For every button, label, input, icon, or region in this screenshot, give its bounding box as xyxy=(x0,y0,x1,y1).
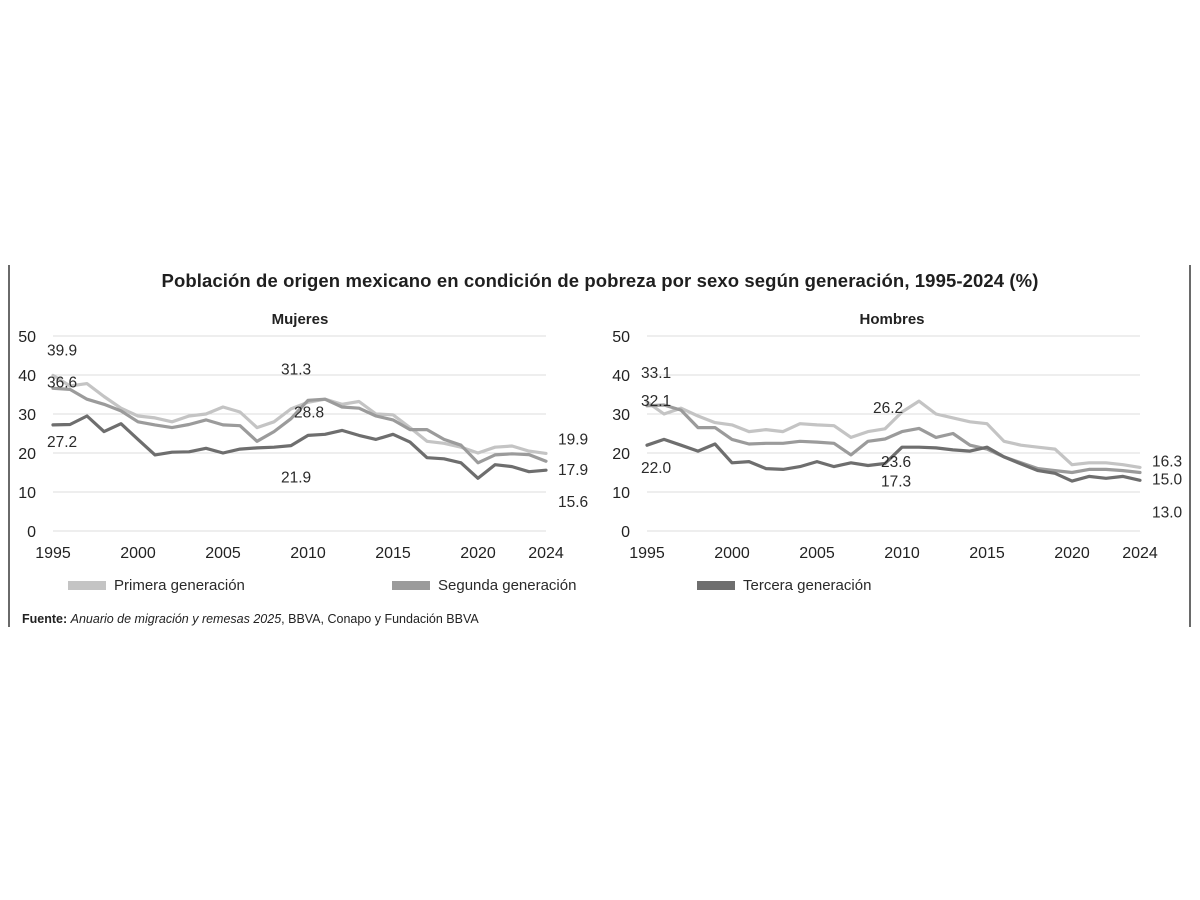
mujeres-data-label: 19.9 xyxy=(558,431,588,448)
hombres-data-label: 23.6 xyxy=(881,454,911,471)
mujeres-y-tick-label: 40 xyxy=(18,368,36,385)
mujeres-series-line-2 xyxy=(51,386,548,465)
mujeres-series-line-3 xyxy=(51,414,548,480)
hombres-data-label: 32.1 xyxy=(641,393,671,410)
legend-label-primera: Primera generación xyxy=(114,577,245,594)
hombres-y-tick-label: 40 xyxy=(612,368,630,385)
hombres-x-tick-label: 2000 xyxy=(714,545,750,562)
legend-item-segunda: Segunda generación xyxy=(392,577,576,594)
mujeres-data-label: 28.8 xyxy=(294,404,324,421)
hombres-series-line-1 xyxy=(645,399,1142,469)
hombres-y-tick-label: 0 xyxy=(621,524,630,541)
mujeres-x-tick-label: 2000 xyxy=(120,545,156,562)
frame-left-border xyxy=(8,265,10,627)
legend-label-tercera: Tercera generación xyxy=(743,577,872,594)
mujeres-x-tick-label: 2020 xyxy=(460,545,496,562)
hombres-y-tick-label: 20 xyxy=(612,446,630,463)
mujeres-x-tick-label: 1995 xyxy=(35,545,71,562)
source-label: Fuente: xyxy=(22,612,68,626)
mujeres-y-tick-label: 20 xyxy=(18,446,36,463)
mujeres-data-label: 31.3 xyxy=(281,361,311,378)
hombres-data-label: 17.3 xyxy=(881,474,911,491)
chart-hombres: Hombres 0 10 20 30 40 50 1995 2000 2005 2010 2015 20… xyxy=(612,311,1183,562)
legend-swatch-primera xyxy=(68,581,106,590)
hombres-data-label: 15.0 xyxy=(1152,472,1183,489)
source-rest: , BBVA, Conapo y Fundación BBVA xyxy=(281,612,479,626)
mujeres-data-label: 15.6 xyxy=(558,494,588,511)
mujeres-y-tick-label: 10 xyxy=(18,485,36,502)
mujeres-data-label: 17.9 xyxy=(558,462,588,479)
hombres-data-label: 16.3 xyxy=(1152,453,1182,470)
hombres-data-label: 22.0 xyxy=(641,460,672,477)
mujeres-x-tick-label: 2024 xyxy=(528,545,564,562)
hombres-x-tick-label: 2020 xyxy=(1054,545,1090,562)
hombres-x-tick-label: 2024 xyxy=(1122,545,1158,562)
hombres-x-tick-label: 2015 xyxy=(969,545,1005,562)
hombres-data-label: 26.2 xyxy=(873,400,903,417)
legend-label-segunda: Segunda generación xyxy=(438,577,577,594)
mujeres-x-tick-label: 2010 xyxy=(290,545,326,562)
mujeres-data-label: 21.9 xyxy=(281,469,311,486)
legend-item-primera: Primera generación xyxy=(68,577,245,594)
mujeres-y-tick-label: 0 xyxy=(27,524,36,541)
hombres-y-tick-label: 10 xyxy=(612,485,630,502)
figure-title: Población de origen mexicano en condició… xyxy=(161,270,1039,291)
chart-mujeres: Mujeres 0 10 20 30 40 50 1995 2000 2005 2010 2015 20… xyxy=(18,311,588,562)
legend-item-tercera: Tercera generación xyxy=(697,577,871,594)
hombres-x-tick-label: 1995 xyxy=(629,545,665,562)
source-note: Fuente: Anuario de migración y remesas 2… xyxy=(22,612,479,626)
mujeres-y-tick-label: 50 xyxy=(18,329,36,346)
hombres-data-label: 13.0 xyxy=(1152,504,1183,521)
mujeres-y-tick-label: 30 xyxy=(18,407,36,424)
hombres-x-tick-label: 2010 xyxy=(884,545,920,562)
mujeres-data-label: 39.9 xyxy=(47,342,77,359)
hombres-y-tick-label: 30 xyxy=(612,407,630,424)
hombres-series-line-2 xyxy=(645,403,1142,475)
mujeres-data-label: 27.2 xyxy=(47,434,77,451)
hombres-y-tick-label: 50 xyxy=(612,329,630,346)
mujeres-x-tick-label: 2005 xyxy=(205,545,241,562)
legend-swatch-segunda xyxy=(392,581,430,590)
frame-right-border xyxy=(1189,265,1191,627)
mujeres-x-tick-label: 2015 xyxy=(375,545,411,562)
hombres-data-label: 33.1 xyxy=(641,365,671,382)
source-italic: Anuario de migración y remesas 2025 xyxy=(70,612,282,626)
hombres-x-tick-label: 2005 xyxy=(799,545,835,562)
mujeres-panel-title: Mujeres xyxy=(272,311,329,328)
mujeres-data-label: 36.6 xyxy=(47,374,77,391)
hombres-series-line-3 xyxy=(645,437,1142,483)
legend-swatch-tercera xyxy=(697,581,735,590)
hombres-panel-title: Hombres xyxy=(859,311,924,328)
